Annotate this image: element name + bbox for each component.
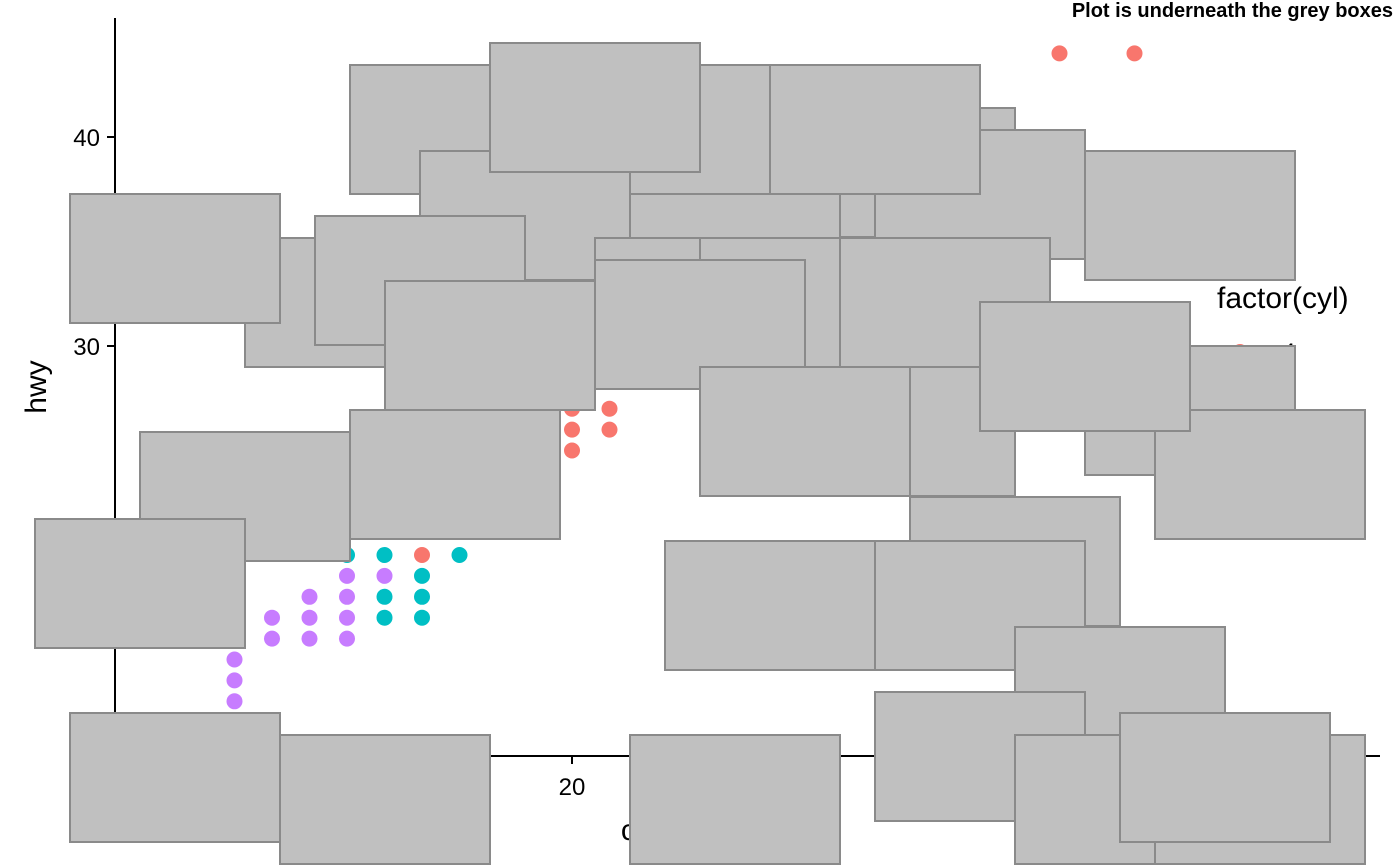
data-point-cyl-8 (301, 588, 318, 605)
x-tick-label: 20 (559, 774, 586, 801)
grey-box (699, 366, 911, 497)
grey-box (34, 518, 246, 649)
grey-box (69, 193, 281, 324)
data-point-cyl-8 (339, 588, 355, 605)
y-tick-label: 40 (73, 125, 100, 152)
data-point-cyl-6 (451, 547, 468, 563)
data-point-cyl-6 (376, 609, 393, 626)
data-point-cyl-8 (226, 672, 243, 689)
chart-title: Plot is underneath the grey boxes (1072, 0, 1393, 22)
data-point-cyl-4 (601, 421, 618, 438)
data-point-cyl-6 (376, 588, 393, 605)
data-point-cyl-4 (564, 421, 580, 438)
data-point-cyl-4 (564, 442, 580, 459)
data-point-cyl-8 (339, 630, 355, 647)
y-axis-title: hwy (20, 360, 53, 413)
data-point-cyl-6 (414, 567, 430, 584)
grey-box (384, 280, 596, 411)
data-point-cyl-8 (339, 567, 355, 584)
data-point-cyl-6 (414, 609, 430, 626)
data-point-cyl-8 (301, 630, 318, 647)
y-tick-label: 30 (73, 334, 100, 361)
data-point-cyl-4 (601, 400, 618, 417)
data-point-cyl-4 (414, 547, 430, 563)
data-point-cyl-4 (1126, 45, 1143, 62)
data-point-cyl-4 (1051, 45, 1068, 62)
data-point-cyl-6 (414, 588, 430, 605)
grey-box (489, 42, 701, 173)
grey-box (664, 540, 876, 671)
data-point-cyl-8 (226, 693, 243, 710)
grey-box (979, 301, 1191, 432)
grey-boxes-overlay (34, 42, 1366, 865)
grey-box (629, 734, 841, 865)
data-point-cyl-8 (264, 630, 280, 647)
data-point-cyl-8 (301, 609, 318, 626)
legend-title: factor(cyl) (1217, 282, 1349, 315)
data-point-cyl-8 (264, 609, 280, 626)
grey-box (1084, 150, 1296, 281)
grey-box (1119, 712, 1331, 843)
grey-box (349, 409, 561, 540)
data-point-cyl-8 (339, 609, 355, 626)
data-point-cyl-6 (376, 547, 393, 563)
grey-box (69, 712, 281, 843)
data-point-cyl-8 (226, 651, 243, 668)
grey-box (279, 734, 491, 865)
data-point-cyl-8 (376, 567, 393, 584)
grey-box (769, 64, 981, 195)
